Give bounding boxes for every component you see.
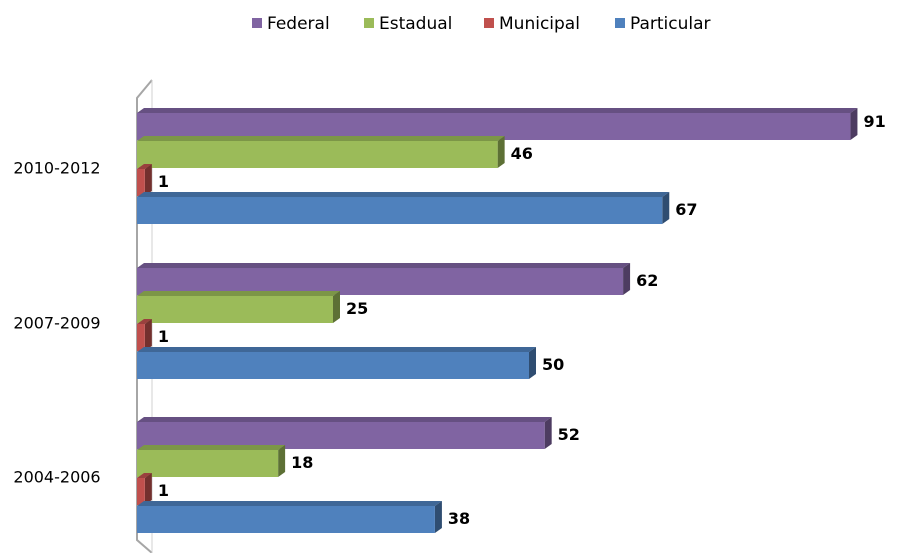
legend-label: Particular bbox=[630, 14, 711, 34]
bar-top bbox=[137, 501, 442, 506]
bar-top bbox=[137, 445, 286, 450]
bar-top bbox=[137, 473, 152, 478]
bar bbox=[137, 169, 145, 196]
bar-side bbox=[850, 108, 858, 140]
value-label: 67 bbox=[675, 200, 697, 219]
value-label: 1 bbox=[158, 327, 169, 346]
value-label: 1 bbox=[158, 172, 169, 191]
bar bbox=[137, 450, 279, 477]
value-label: 50 bbox=[542, 355, 564, 374]
value-label: 38 bbox=[448, 509, 470, 528]
bar-side bbox=[434, 501, 442, 533]
category-label: 2004-2006 bbox=[13, 468, 100, 487]
category-label: 2007-2009 bbox=[13, 314, 100, 333]
value-label: 25 bbox=[346, 299, 368, 318]
bar bbox=[137, 296, 333, 323]
value-label: 18 bbox=[291, 453, 313, 472]
bar-side bbox=[144, 473, 152, 505]
bar-side bbox=[144, 319, 152, 351]
bar-top bbox=[137, 263, 631, 268]
bar-top bbox=[137, 291, 340, 296]
bar bbox=[137, 324, 145, 351]
bar bbox=[137, 141, 498, 168]
bar-side bbox=[278, 445, 286, 477]
bar-side bbox=[529, 347, 536, 379]
bar-top bbox=[137, 164, 152, 169]
legend-swatch bbox=[364, 18, 374, 28]
legend-swatch bbox=[252, 18, 262, 28]
bar-side bbox=[662, 192, 670, 224]
bar bbox=[137, 478, 145, 505]
legend-label: Municipal bbox=[499, 14, 580, 34]
value-label: 91 bbox=[863, 112, 885, 131]
value-label: 62 bbox=[636, 271, 658, 290]
bar-side bbox=[544, 417, 552, 449]
bar-side bbox=[623, 263, 631, 295]
bar-side bbox=[333, 291, 340, 323]
value-label: 1 bbox=[158, 481, 169, 500]
bar-top bbox=[137, 319, 152, 324]
bar-side bbox=[144, 164, 152, 196]
bar bbox=[137, 113, 851, 140]
bar-top bbox=[137, 347, 536, 352]
value-label: 46 bbox=[511, 144, 533, 163]
legend-label: Estadual bbox=[379, 14, 452, 34]
bar bbox=[137, 352, 529, 379]
bar-top bbox=[137, 136, 505, 141]
legend-label: Federal bbox=[267, 14, 330, 34]
value-label: 52 bbox=[558, 425, 580, 444]
bar bbox=[137, 422, 545, 449]
bar bbox=[137, 268, 624, 295]
legend-swatch bbox=[615, 18, 625, 28]
bar-top bbox=[137, 417, 552, 422]
bar-top bbox=[137, 108, 858, 113]
bar-side bbox=[497, 136, 505, 168]
bar-top bbox=[137, 192, 670, 197]
category-label: 2010-2012 bbox=[13, 159, 100, 178]
bar bbox=[137, 506, 435, 533]
legend-swatch bbox=[484, 18, 494, 28]
bar bbox=[137, 197, 663, 224]
